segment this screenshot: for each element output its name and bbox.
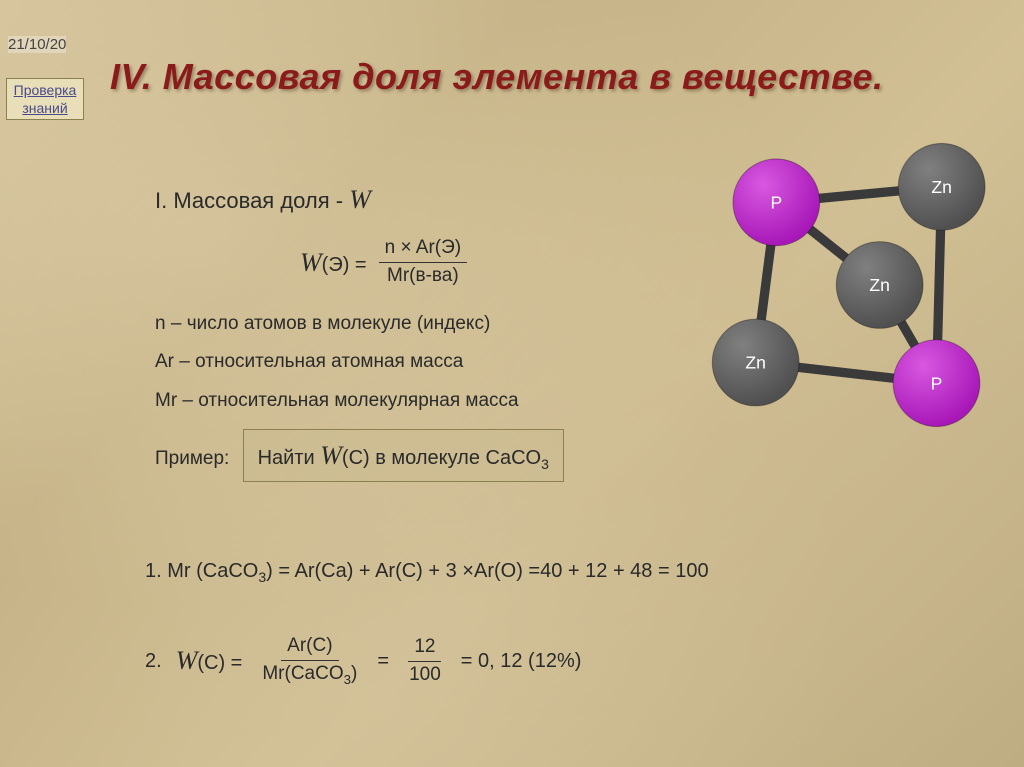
svg-text:P: P bbox=[770, 193, 782, 213]
ex-post: в молекуле CaCO bbox=[370, 447, 541, 469]
section-heading: I. Массовая доля - W bbox=[155, 180, 564, 219]
calc2-frac1: Ar(C) Mr(CaCO3) bbox=[256, 635, 363, 688]
example-row: Пример: Найти W(C) в молекуле CaCO3 bbox=[155, 429, 564, 482]
formula-denominator: Mr(в-ва) bbox=[381, 263, 465, 288]
calc2-frac2: 12 100 bbox=[403, 636, 447, 687]
calc2-eq1: = bbox=[377, 650, 389, 673]
def-n: n – число атомов в молекуле (индекс) bbox=[155, 310, 564, 339]
page-title: IV. Массовая доля элемента в веществе. bbox=[110, 56, 884, 98]
calc2-num: 2. bbox=[145, 650, 162, 673]
svg-text:P: P bbox=[931, 373, 943, 393]
check-knowledge-button[interactable]: Проверка знаний bbox=[6, 78, 84, 120]
nav-line1: Проверка bbox=[14, 82, 77, 98]
def-mr: Mr – относительная молекулярная масса bbox=[155, 387, 564, 416]
ex-pre: Найти bbox=[258, 447, 321, 469]
def-ar: Ar – относительная атомная масса bbox=[155, 348, 564, 377]
ex-sub: 3 bbox=[541, 456, 549, 472]
formula-numerator: n × Ar(Э) bbox=[379, 237, 467, 263]
main-formula: W(Э) = n × Ar(Э) Mr(в-ва) bbox=[300, 237, 564, 288]
calc2-w: W bbox=[176, 646, 198, 675]
svg-text:Zn: Zn bbox=[869, 275, 889, 295]
ex-c: (C) bbox=[342, 447, 370, 469]
calc2-f1-bot-post: ) bbox=[351, 663, 357, 684]
calc1-sub: 3 bbox=[258, 569, 266, 585]
w-symbol: W bbox=[349, 185, 371, 214]
calc2-c: (C) = bbox=[197, 652, 242, 674]
calc1-rest: ) = Ar(Ca) + Ar(C) + 3 ×Ar(O) =40 + 12 +… bbox=[266, 560, 708, 582]
definitions: n – число атомов в молекуле (индекс) Ar … bbox=[155, 310, 564, 416]
svg-text:Zn: Zn bbox=[745, 353, 765, 373]
ex-w: W bbox=[320, 441, 342, 470]
formula-arg: (Э) = bbox=[322, 254, 367, 276]
calc1-pre: 1. Mr (CaCO bbox=[145, 560, 258, 582]
calc2-f1-top: Ar(C) bbox=[281, 635, 338, 661]
calc2-f1-bot-pre: Mr(CaCO bbox=[262, 663, 343, 684]
calc2-f2-bot: 100 bbox=[403, 662, 447, 687]
formula-fraction: n × Ar(Э) Mr(в-ва) bbox=[379, 237, 467, 288]
calculation-1: 1. Mr (CaCO3) = Ar(Ca) + Ar(C) + 3 ×Ar(O… bbox=[145, 560, 709, 585]
molecule-diagram: P Zn Zn Zn P bbox=[704, 130, 1014, 440]
formula-w: W bbox=[300, 248, 322, 277]
content-area: I. Массовая доля - W W(Э) = n × Ar(Э) Mr… bbox=[155, 180, 564, 482]
example-box: Найти W(C) в молекуле CaCO3 bbox=[243, 429, 564, 482]
nav-line2: знаний bbox=[22, 100, 67, 116]
svg-text:Zn: Zn bbox=[931, 177, 951, 197]
date-text: 21/10/20 bbox=[8, 36, 66, 53]
calculation-2: 2. W(C) = Ar(C) Mr(CaCO3) = 12 100 = 0, … bbox=[145, 635, 581, 688]
calc2-result: = 0, 12 (12%) bbox=[461, 650, 582, 673]
example-label: Пример: bbox=[155, 448, 229, 469]
calc2-f1-bot-sub: 3 bbox=[344, 672, 351, 687]
calc2-f2-top: 12 bbox=[408, 636, 441, 662]
calc2-f1-bot: Mr(CaCO3) bbox=[256, 661, 363, 688]
heading-prefix: I. Массовая доля - bbox=[155, 188, 349, 213]
